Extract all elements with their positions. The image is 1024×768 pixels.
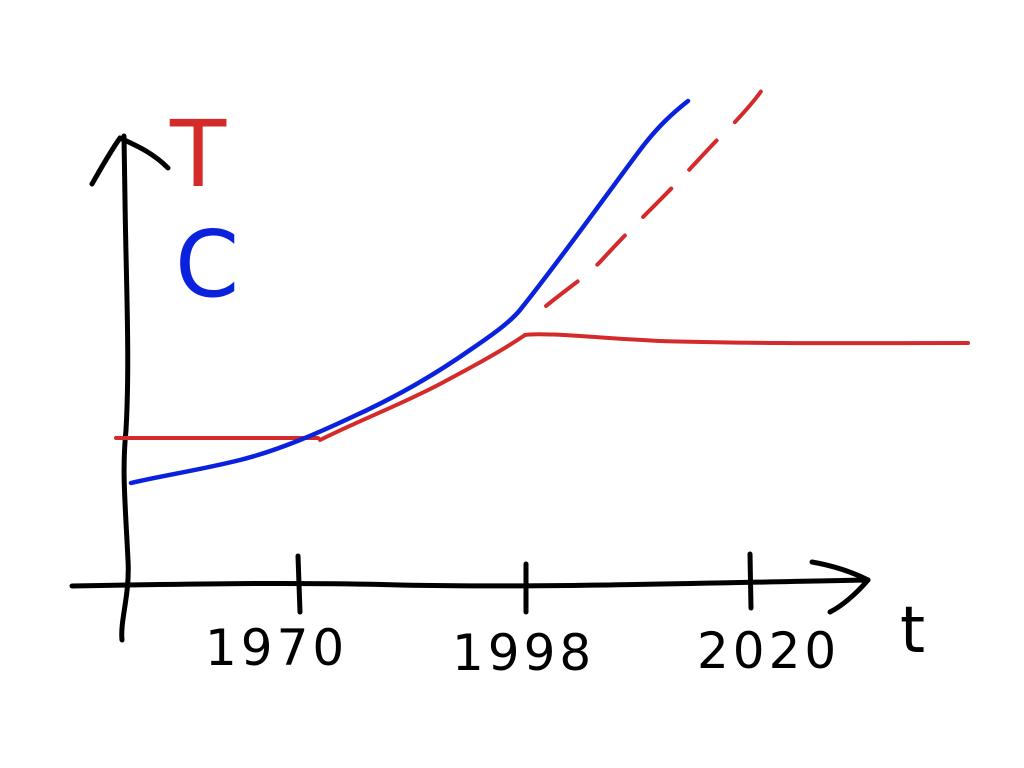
tick-1970 [295,553,303,615]
x-axis-label: t [900,594,925,668]
c-series-line [128,98,691,486]
x-axis [69,577,871,589]
legend-t-label: T [169,101,227,208]
legend-c-label: C [175,211,239,318]
x-axis-arrowhead [809,559,871,615]
tick-2020 [747,551,754,611]
t-series-rise [318,333,527,442]
tick-label-1998: 1998 [452,624,595,682]
t-series-flat-post [523,332,970,346]
tick-label-2020: 2020 [697,622,840,680]
y-axis [119,133,131,643]
tick-label-1970: 1970 [205,619,348,677]
t-series-projection [544,75,772,308]
y-axis-arrowhead [89,135,171,187]
